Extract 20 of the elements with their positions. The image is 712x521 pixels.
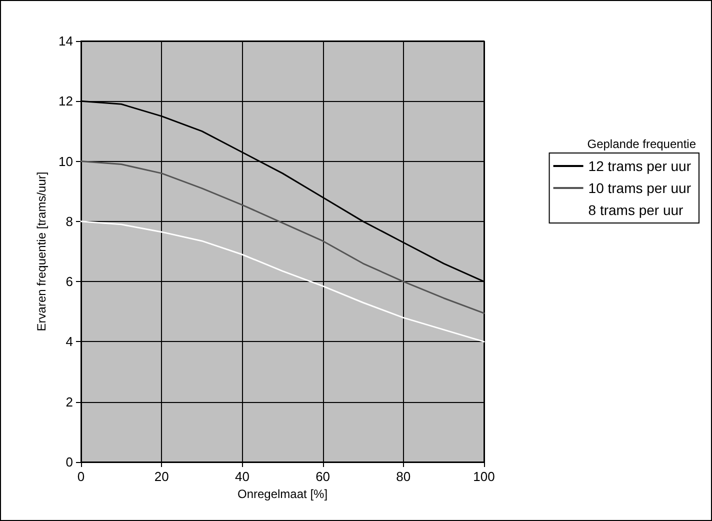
x-tick-label: 80 bbox=[396, 469, 411, 484]
x-tick-label: 20 bbox=[154, 469, 169, 484]
y-tick-label: 14 bbox=[58, 34, 73, 48]
x-axis-title: Onregelmaat [%] bbox=[237, 486, 328, 501]
legend-label: 12 trams per uur bbox=[588, 158, 692, 174]
y-tick-label: 4 bbox=[66, 334, 73, 350]
x-tick-label: 100 bbox=[473, 469, 495, 484]
x-tick-label: 40 bbox=[234, 469, 250, 484]
y-tick-label: 6 bbox=[66, 274, 73, 290]
y-tick-label: 2 bbox=[66, 394, 73, 410]
x-tick-label: 60 bbox=[316, 469, 330, 484]
y-tick-label: 12 bbox=[58, 94, 73, 109]
legend-label: 10 trams per uur bbox=[588, 180, 692, 196]
legend-title: Geplande frequentie bbox=[587, 137, 696, 151]
y-tick-label: 10 bbox=[58, 154, 73, 169]
text: 8 trams per uur bbox=[588, 202, 684, 218]
y-tick-label: 0 bbox=[66, 454, 73, 470]
x-tick-label: 0 bbox=[77, 469, 85, 484]
y-axis-title: Ervaren frequentie [trams/uur] bbox=[34, 172, 49, 332]
y-tick-label: 8 bbox=[66, 214, 73, 229]
